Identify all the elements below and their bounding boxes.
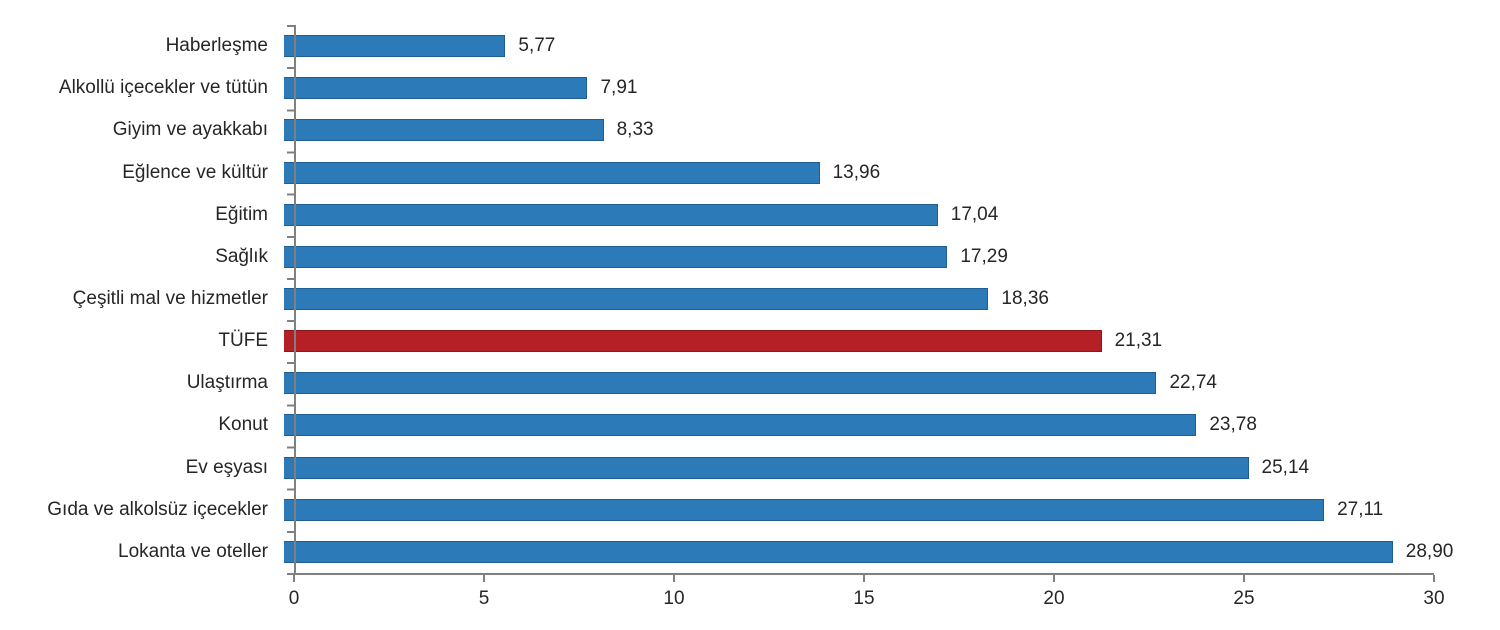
y-axis-ticks bbox=[287, 25, 294, 575]
bar-track: 5,77 bbox=[282, 25, 1433, 67]
bar-track: 21,31 bbox=[282, 320, 1433, 362]
category-label: Sağlık bbox=[215, 245, 268, 267]
category-label: Ev eşyası bbox=[185, 456, 268, 478]
category-label: TÜFE bbox=[218, 330, 268, 352]
x-axis-tick-label: 25 bbox=[1233, 588, 1255, 609]
bar-row: Alkollü içecekler ve tütün 7,91 bbox=[0, 67, 1433, 109]
x-axis-tick-label: 30 bbox=[1423, 588, 1445, 609]
category-bar bbox=[284, 498, 1325, 521]
category-label: Ulaştırma bbox=[186, 372, 268, 394]
category-bar bbox=[284, 540, 1393, 563]
x-axis-tick bbox=[673, 575, 675, 582]
bar-row: TÜFE 21,31 bbox=[0, 320, 1433, 362]
bar-row: Sağlık 17,29 bbox=[0, 236, 1433, 278]
category-label: Eğitim bbox=[215, 203, 268, 225]
value-label: 17,04 bbox=[950, 203, 999, 225]
category-label: Çeşitli mal ve hizmetler bbox=[72, 288, 268, 310]
bar-row: Çeşitli mal ve hizmetler 18,36 bbox=[0, 278, 1433, 320]
x-axis-tick bbox=[863, 575, 865, 582]
x-axis-tick bbox=[1433, 575, 1435, 582]
category-bar bbox=[284, 119, 604, 142]
bar-track: 13,96 bbox=[282, 151, 1433, 193]
x-axis-line bbox=[294, 573, 1434, 575]
value-label: 5,77 bbox=[518, 35, 556, 57]
category-bar bbox=[284, 161, 820, 184]
bar-row: Ulaştırma 22,74 bbox=[0, 362, 1433, 404]
x-axis-tick bbox=[1053, 575, 1055, 582]
value-label: 21,31 bbox=[1114, 330, 1163, 352]
category-bar bbox=[284, 414, 1197, 437]
value-label: 7,91 bbox=[600, 77, 638, 99]
category-label: Gıda ve alkolsüz içecekler bbox=[47, 498, 268, 520]
x-axis-tick bbox=[293, 575, 295, 582]
category-bar bbox=[284, 372, 1157, 395]
bar-row: Haberleşme 5,77 bbox=[0, 25, 1433, 67]
value-label: 25,14 bbox=[1261, 456, 1310, 478]
bar-track: 18,36 bbox=[282, 278, 1433, 320]
value-label: 23,78 bbox=[1209, 414, 1257, 436]
category-label: Konut bbox=[218, 414, 268, 436]
bar-track: 25,14 bbox=[282, 447, 1433, 489]
value-label: 27,11 bbox=[1337, 498, 1384, 520]
x-axis-tick-label: 0 bbox=[288, 588, 300, 609]
x-axis-tick-label: 15 bbox=[853, 588, 875, 609]
bar-track: 17,29 bbox=[282, 236, 1433, 278]
value-label: 18,36 bbox=[1001, 288, 1049, 310]
bar-row: Gıda ve alkolsüz içecekler 27,11 bbox=[0, 489, 1433, 531]
bar-row: Lokanta ve oteller 28,90 bbox=[0, 531, 1453, 573]
value-label: 13,96 bbox=[832, 161, 881, 183]
bar-track: 8,33 bbox=[282, 109, 1433, 151]
bar-track: 7,91 bbox=[282, 67, 1433, 109]
category-label: Haberleşme bbox=[165, 35, 268, 57]
x-axis-tick bbox=[1243, 575, 1245, 582]
x-axis-tick-label: 5 bbox=[478, 588, 490, 609]
bar-track: 27,11 bbox=[282, 489, 1433, 531]
value-label: 8,33 bbox=[616, 119, 654, 141]
tufe-bar bbox=[284, 330, 1102, 353]
bar-track: 17,04 bbox=[282, 194, 1433, 236]
category-bar bbox=[284, 288, 989, 311]
category-label: Lokanta ve oteller bbox=[118, 540, 268, 562]
category-bar bbox=[284, 35, 506, 58]
category-bar bbox=[284, 77, 588, 100]
x-axis-tick-label: 10 bbox=[663, 588, 685, 609]
category-bar bbox=[284, 456, 1249, 479]
value-label: 28,90 bbox=[1405, 540, 1454, 562]
bar-row: Ev eşyası 25,14 bbox=[0, 447, 1433, 489]
y-axis-line bbox=[294, 25, 296, 575]
bar-track: 22,74 bbox=[282, 362, 1433, 404]
bar-rows: Haberleşme 5,77 Alkollü içecekler ve tütün… bbox=[0, 25, 1453, 573]
value-label: 22,74 bbox=[1169, 372, 1217, 394]
category-bar bbox=[284, 203, 938, 226]
x-axis-tick-label: 20 bbox=[1043, 588, 1065, 609]
category-bar bbox=[284, 245, 948, 268]
bar-track: 23,78 bbox=[282, 404, 1433, 446]
bar-row: Eğitim 17,04 bbox=[0, 194, 1433, 236]
bar-row: Eğlence ve kültür 13,96 bbox=[0, 151, 1433, 193]
category-label: Alkollü içecekler ve tütün bbox=[58, 77, 268, 99]
bar-row: Giyim ve ayakkabı 8,33 bbox=[0, 109, 1433, 151]
x-axis-tick bbox=[483, 575, 485, 582]
bar-row: Konut 23,78 bbox=[0, 404, 1433, 446]
value-label: 17,29 bbox=[960, 245, 1008, 267]
bar-track: 28,90 bbox=[282, 531, 1453, 573]
category-label: Eğlence ve kültür bbox=[122, 161, 268, 183]
category-label: Giyim ve ayakkabı bbox=[112, 119, 268, 141]
